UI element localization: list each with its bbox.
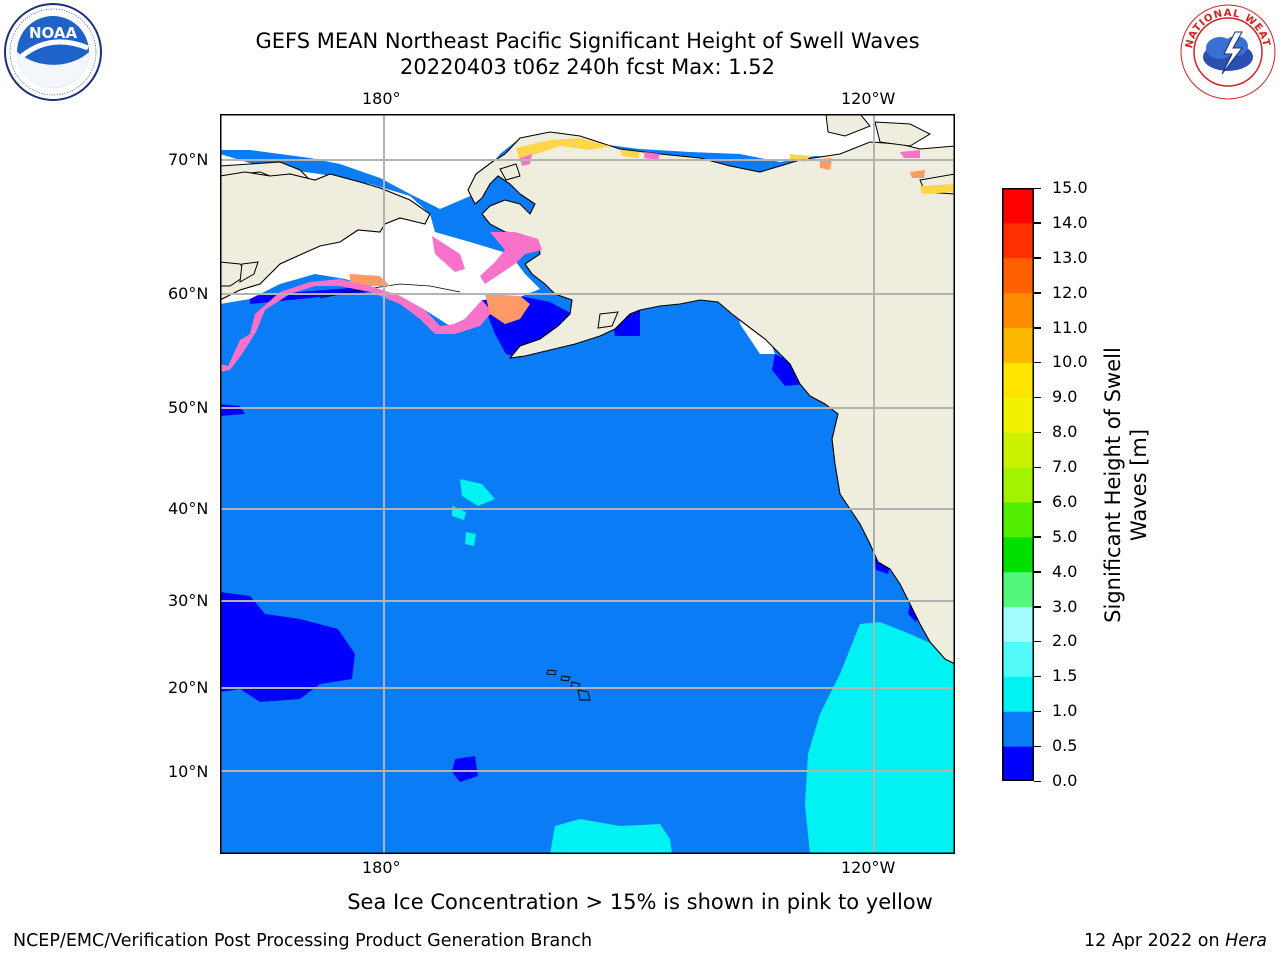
- lat-label-70n: 70°N: [168, 150, 209, 169]
- lat-label-30n: 30°N: [168, 591, 209, 610]
- colorbar-tick-label: 5.0: [1052, 526, 1078, 546]
- colorbar-tick-mark: [1034, 571, 1041, 573]
- map-frame: [220, 114, 955, 854]
- colorbar-tick-label: 1.0: [1052, 701, 1078, 721]
- colorbar-tick-label: 12.0: [1052, 282, 1088, 302]
- colorbar-tick-label: 11.0: [1052, 317, 1088, 337]
- colorbar-tick-label: 2.0: [1052, 631, 1078, 651]
- lat-label-10n: 10°N: [168, 762, 209, 781]
- colorbar-segment: [1002, 606, 1034, 642]
- colorbar: [1002, 188, 1034, 782]
- noaa-logo: NOAA: [2, 2, 104, 102]
- colorbar-tick-mark: [1034, 606, 1041, 608]
- nws-logo: NATIONAL WEATHER SERVICE: [1173, 0, 1278, 102]
- colorbar-tick-label: 9.0: [1052, 387, 1078, 407]
- colorbar-tick-label: 3.0: [1052, 596, 1078, 616]
- colorbar-tick-mark: [1034, 640, 1041, 643]
- land-hawaii-big: [577, 689, 591, 701]
- colorbar-tick-mark: [1034, 536, 1041, 538]
- colorbar-segment: [1002, 571, 1034, 608]
- footer-machine: Hera: [1225, 931, 1267, 951]
- swell-high-patch: [460, 479, 495, 506]
- land-siberia: [219, 171, 431, 301]
- swell-low-patch-south: [452, 756, 478, 782]
- colorbar-label-line1: Significant Height of Swell: [1101, 347, 1125, 623]
- sea-ice-chukchi: [516, 138, 610, 162]
- colorbar-tick-label: 1.5: [1052, 666, 1078, 686]
- colorbar-tick-mark: [1034, 396, 1041, 399]
- lon-label-bottom-180: 180°: [362, 858, 401, 877]
- colorbar-tick-label: 14.0: [1052, 212, 1088, 232]
- colorbar-tick-mark: [1034, 361, 1041, 364]
- caption: Sea Ice Concentration > 15% is shown in …: [347, 890, 933, 914]
- colorbar-tick-mark: [1034, 327, 1041, 329]
- colorbar-tick-label: 13.0: [1052, 247, 1088, 267]
- lat-label-60n: 60°N: [168, 284, 209, 303]
- footer-date: 12 Apr 2022 on Hera: [1084, 931, 1267, 951]
- sea-ice-edge-bering: [220, 279, 492, 372]
- colorbar-tick-mark: [1034, 292, 1041, 294]
- colorbar-segment: [1002, 397, 1034, 433]
- colorbar-segment: [1002, 327, 1034, 363]
- colorbar-segment: [1002, 676, 1034, 712]
- colorbar-tick-mark: [1034, 710, 1041, 713]
- sea-ice-norton-sound: [480, 232, 542, 284]
- colorbar-tick-mark: [1034, 501, 1041, 503]
- colorbar-label-line2: Waves [m]: [1127, 428, 1151, 542]
- chart-subtitle: 20220403 t06z 240h fcst Max: 1.52: [400, 55, 775, 79]
- map-graticule: [220, 114, 955, 854]
- colorbar-segment: [1002, 362, 1034, 398]
- colorbar-segment: [1002, 292, 1034, 329]
- colorbar-tick-label: 10.0: [1052, 352, 1088, 372]
- colorbar-segment: [1002, 641, 1034, 677]
- swell-high-region-east: [805, 622, 955, 854]
- no-data-region-arctic: [220, 114, 955, 209]
- colorbar-tick-label: 0.0: [1052, 771, 1078, 790]
- colorbar-tick-mark: [1034, 675, 1041, 678]
- swell-low-region-west: [220, 592, 355, 702]
- colorbar-segment: [1002, 746, 1034, 782]
- colorbar-tick-label: 15.0: [1052, 178, 1088, 197]
- colorbar-tick-label: 4.0: [1052, 561, 1078, 581]
- lat-label-40n: 40°N: [168, 499, 209, 518]
- swell-high-region-south: [550, 819, 672, 854]
- colorbar-segment: [1002, 501, 1034, 538]
- footer-credit: NCEP/EMC/Verification Post Processing Pr…: [13, 931, 593, 951]
- colorbar-tick-mark: [1034, 780, 1041, 782]
- colorbar-tick-mark: [1034, 745, 1041, 748]
- lat-label-20n: 20°N: [168, 678, 209, 697]
- colorbar-tick-mark: [1034, 431, 1041, 434]
- colorbar-segment: [1002, 711, 1034, 747]
- colorbar-tick-label: 6.0: [1052, 491, 1078, 511]
- colorbar-segment: [1002, 467, 1034, 503]
- colorbar-tick-mark: [1034, 257, 1041, 259]
- colorbar-segment: [1002, 257, 1034, 294]
- land-hawaii-1: [546, 669, 557, 676]
- swell-map: [219, 113, 956, 854]
- colorbar-tick-label: 8.0: [1052, 422, 1078, 442]
- lon-label-top-180: 180°: [362, 89, 401, 108]
- colorbar-segment: [1002, 222, 1034, 259]
- chart-title: GEFS MEAN Northeast Pacific Significant …: [255, 29, 920, 53]
- lat-label-50n: 50°N: [168, 398, 209, 417]
- colorbar-tick-mark: [1034, 222, 1041, 224]
- noaa-logo-text: NOAA: [29, 24, 78, 42]
- colorbar-tick-label: 0.5: [1052, 736, 1078, 756]
- lon-label-bottom-120w: 120°W: [841, 858, 896, 877]
- colorbar-segment: [1002, 432, 1034, 468]
- colorbar-tick-mark: [1034, 466, 1041, 469]
- colorbar-tick-label: 7.0: [1052, 457, 1078, 477]
- colorbar-tick-mark: [1034, 187, 1041, 189]
- colorbar-segment: [1002, 188, 1034, 224]
- colorbar-segment: [1002, 536, 1034, 573]
- lon-label-top-120w: 120°W: [841, 89, 896, 108]
- footer-date-text: 12 Apr 2022 on: [1084, 931, 1226, 951]
